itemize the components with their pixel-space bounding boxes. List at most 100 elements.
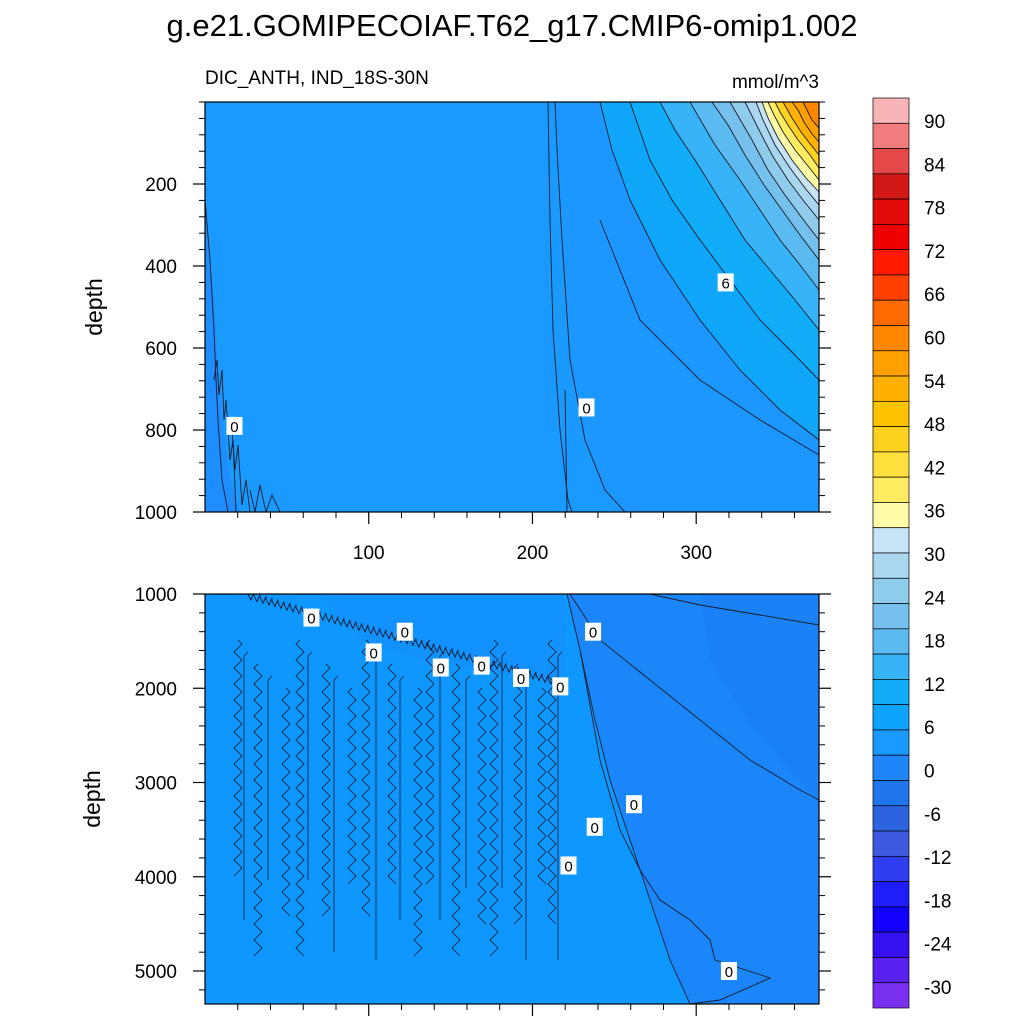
top-panel-frame — [204, 101, 820, 513]
wiggle-contour — [413, 687, 423, 957]
contour-label-box — [560, 856, 577, 875]
wiggle-contour — [347, 687, 357, 885]
colorbar-label: 0 — [924, 762, 935, 783]
contour-label: 0 — [552, 677, 569, 696]
x-tick-label: 100 — [353, 543, 385, 564]
contour-label: 0 — [578, 398, 595, 417]
wiggle-contour — [439, 651, 445, 920]
contour-label-text: 0 — [725, 964, 733, 981]
wiggle-contour — [243, 651, 249, 920]
wiggle-contour — [267, 675, 273, 880]
top-contour-left-noise3 — [249, 484, 281, 512]
colorbar-swatch — [872, 906, 910, 933]
top-contour-left-noise2 — [231, 429, 251, 512]
top-y-axis-label: depth — [81, 278, 107, 336]
colorbar-label: 30 — [924, 545, 945, 566]
top-band-60-66 — [803, 102, 819, 128]
wiggle-contour — [399, 675, 405, 920]
colorbar-label: -18 — [924, 891, 951, 912]
colorbar-swatch — [872, 426, 910, 453]
y-tick-label: 4000 — [135, 868, 177, 889]
bottom-panel-frame — [204, 593, 820, 1005]
colorbar-swatch — [872, 502, 910, 529]
contour-label: 0 — [303, 608, 320, 628]
y-tick-label: 1000 — [135, 585, 177, 606]
contour-label: 0 — [586, 817, 603, 837]
wiggle-contour — [321, 663, 331, 917]
contour-label-box — [578, 398, 595, 417]
contour-label-text: 0 — [230, 419, 238, 436]
contour-label: 0 — [513, 668, 530, 688]
wiggle-contour — [233, 639, 243, 877]
top-contour-3 — [599, 102, 819, 441]
contour-label: 0 — [396, 622, 413, 642]
colorbar: 908478726660544842363024181260-6-12-18-2… — [872, 97, 952, 1009]
bottom-panel-field — [205, 594, 819, 1004]
top-contour-lines — [205, 102, 819, 512]
top-contour-30 — [761, 102, 819, 193]
wiggle-contour — [525, 675, 531, 960]
contour-label: 0 — [226, 416, 243, 436]
colorbar-label: 36 — [924, 502, 945, 523]
contour-label-text: 0 — [564, 858, 572, 875]
colorbar-swatch — [872, 325, 910, 352]
contour-label-box — [552, 677, 569, 696]
colorbar-label: 24 — [924, 588, 946, 609]
contour-label-box — [432, 658, 449, 677]
colorbar-label: 60 — [924, 329, 945, 350]
top-contour-9 — [659, 102, 819, 331]
colorbar-label: 12 — [924, 675, 945, 696]
top-contour-left-noise1 — [213, 359, 237, 512]
contour-label-text: 0 — [582, 400, 590, 417]
colorbar-label: -24 — [924, 935, 952, 956]
wiggle-contour — [253, 663, 263, 957]
contour-label: 0 — [473, 656, 490, 676]
wiggle-contour — [333, 675, 339, 952]
contour-label: 0 — [720, 962, 737, 981]
colorbar-label: -6 — [924, 805, 941, 826]
top-contour-6 — [629, 102, 819, 381]
contour-label-text: 0 — [478, 659, 486, 676]
colorbar-swatch — [872, 173, 910, 200]
top-field-left-strip — [205, 200, 240, 512]
top-contour-15 — [711, 102, 819, 261]
wiggle-contour — [513, 663, 523, 925]
contour-label-box — [625, 795, 642, 814]
colorbar-label: 18 — [924, 632, 945, 653]
contour-label-box — [365, 643, 382, 662]
colorbar-label: 84 — [924, 155, 946, 176]
top-panel-subtitle-right: mmol/m^3 — [732, 72, 819, 93]
colorbar-swatch — [872, 476, 910, 503]
colorbar-swatch — [872, 249, 910, 276]
bottom-contour-top-right — [649, 594, 819, 626]
top-panel-subtitle-left: DIC_ANTH, IND_18S-30N — [205, 68, 429, 89]
top-contour-0b — [547, 102, 573, 512]
x-tick-label: 300 — [680, 543, 712, 564]
x-tick-label: 200 — [517, 543, 549, 564]
colorbar-swatch — [872, 653, 910, 680]
colorbar-swatch — [872, 830, 910, 857]
colorbar-swatch — [872, 754, 910, 781]
contour-label: 0 — [365, 643, 382, 662]
colorbar-swatch — [872, 224, 910, 251]
wiggle-contour — [295, 639, 305, 957]
contour-label-text: 0 — [369, 645, 377, 662]
bottom-panel: 1000 2000 3000 4000 5000 0 0 0 0 0 0 0 0 0 0 0 0 — [135, 585, 831, 1016]
colorbar-swatch — [872, 148, 910, 175]
contour-label-text: 0 — [556, 679, 564, 696]
colorbar-swatch — [872, 881, 910, 908]
y-tick-label: 800 — [145, 421, 177, 442]
contour-label-box — [717, 273, 734, 292]
top-contour-0 — [554, 102, 626, 512]
colorbar-swatch — [872, 577, 910, 604]
colorbar-swatch — [872, 451, 910, 478]
top-contour-24 — [755, 102, 819, 206]
contour-label-box — [396, 622, 413, 641]
contour-label-text: 0 — [307, 611, 315, 628]
colorbar-swatch — [872, 679, 910, 706]
bottom-contour-inner — [579, 649, 772, 1004]
colorbar-swatch — [872, 274, 910, 301]
contour-label: 0 — [432, 658, 449, 678]
bottom-axis-ticks: 1000 2000 3000 4000 5000 — [135, 585, 831, 1016]
